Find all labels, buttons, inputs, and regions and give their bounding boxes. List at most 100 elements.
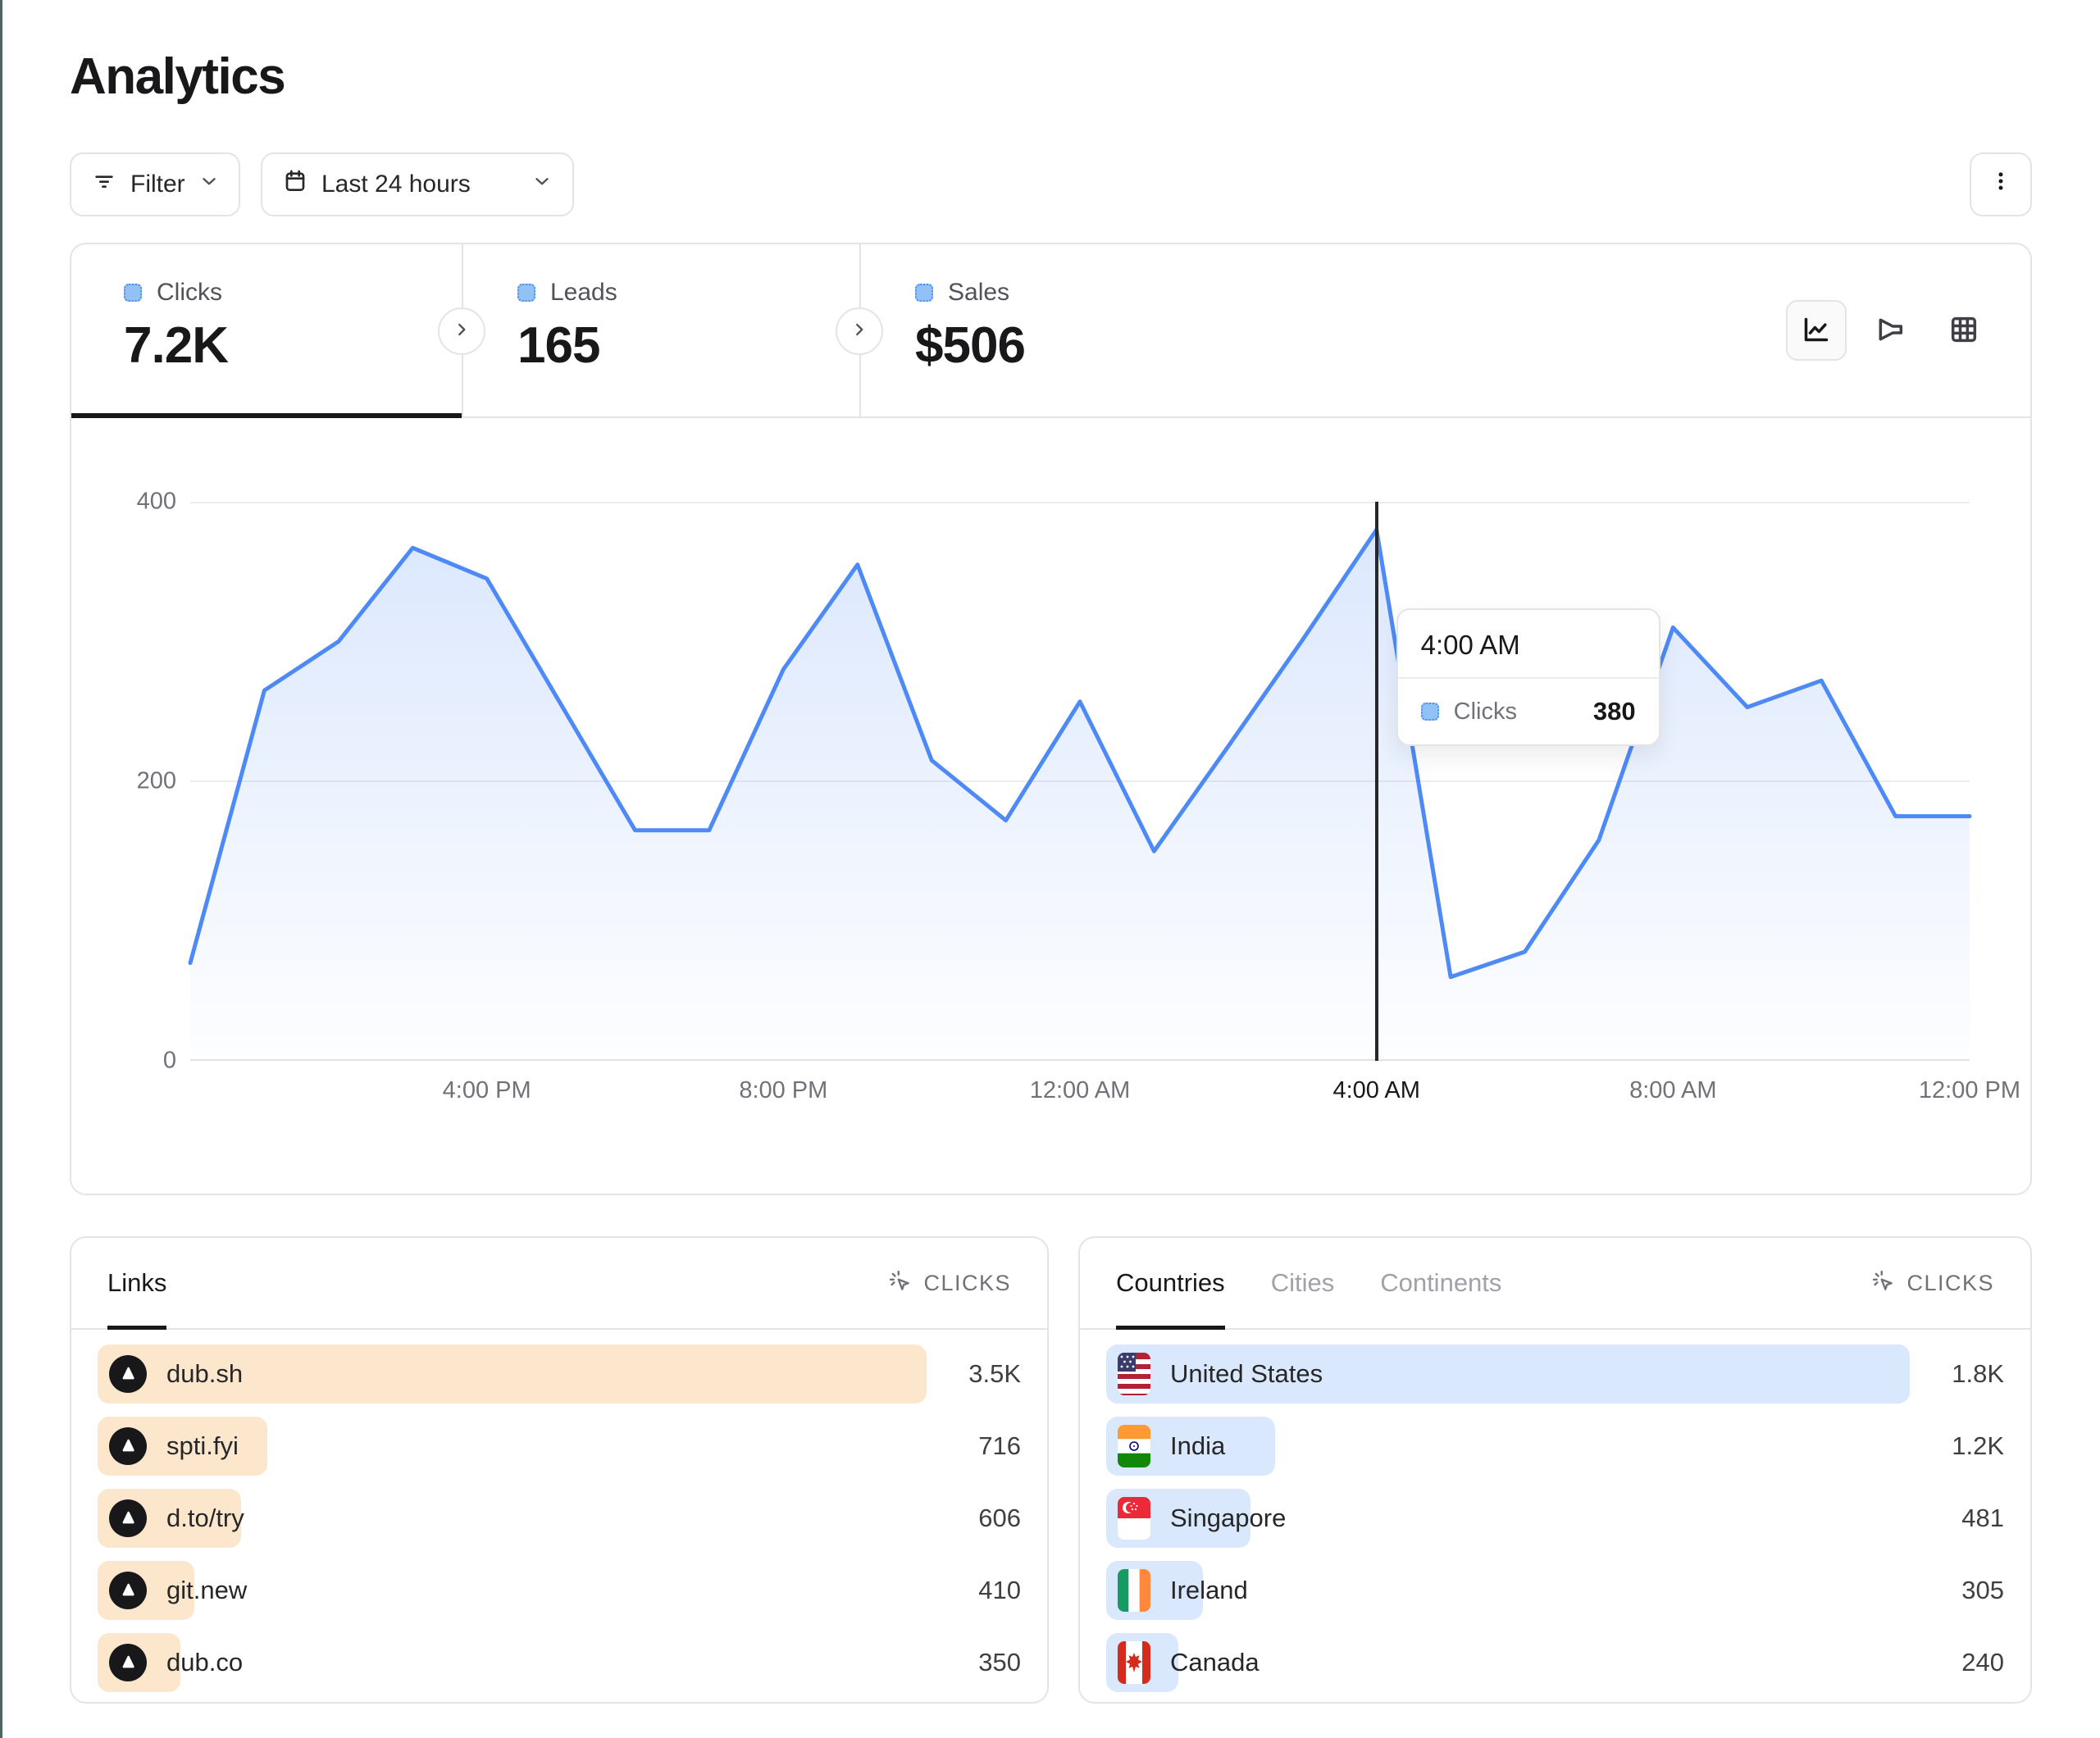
singapore-flag-icon — [1118, 1497, 1150, 1540]
countries-clicks-sort-button[interactable]: CLICKS — [1870, 1268, 1994, 1299]
expand-clicks-button[interactable] — [438, 307, 485, 355]
y-tick-400: 400 — [136, 488, 176, 515]
chevron-right-icon — [451, 319, 472, 344]
link-clicks-value: 350 — [978, 1648, 1021, 1677]
country-label: Singapore — [1170, 1504, 1287, 1532]
calendar-icon — [282, 168, 308, 201]
country-label: United States — [1170, 1359, 1323, 1388]
links-metric-header-label: CLICKS — [923, 1270, 1011, 1295]
link-clicks-value: 606 — [978, 1504, 1021, 1532]
clicks-chart[interactable]: 4:00 AM Clicks 380 — [188, 502, 1972, 1061]
tab-sales[interactable]: Sales $506 — [859, 244, 2030, 416]
tab-clicks[interactable]: Clicks 7.2K — [71, 244, 462, 418]
chevron-right-icon — [849, 319, 870, 344]
date-range-button[interactable]: Last 24 hours — [261, 152, 574, 216]
link-row-d-to-try[interactable]: d.to/try 606 — [98, 1489, 1021, 1548]
funnel-view-button[interactable] — [1860, 300, 1920, 361]
dub-logo-icon — [109, 1427, 147, 1465]
country-label: Canada — [1170, 1648, 1260, 1677]
ireland-flag-icon — [1118, 1569, 1150, 1612]
links-panel-header: Links CLICKS — [71, 1238, 1047, 1330]
leads-tab-value: 165 — [517, 317, 600, 374]
country-row-india[interactable]: India 1.2K — [1106, 1417, 2004, 1476]
dub-logo-icon — [109, 1644, 147, 1681]
sales-tab-value: $506 — [915, 317, 1026, 374]
chevron-down-icon — [198, 171, 220, 198]
links-clicks-sort-button[interactable]: CLICKS — [887, 1268, 1011, 1299]
link-row-dub-sh[interactable]: dub.sh 3.5K — [98, 1344, 1021, 1404]
leads-tab-label: Leads — [550, 279, 617, 306]
table-view-button[interactable] — [1934, 300, 1994, 361]
chart-view-switcher — [1786, 300, 1994, 361]
dub-logo-icon — [109, 1572, 147, 1609]
cursor-click-icon — [887, 1268, 912, 1299]
filter-button-label: Filter — [130, 171, 185, 198]
page-title: Analytics — [70, 48, 286, 105]
tab-countries[interactable]: Countries — [1116, 1238, 1225, 1330]
link-label: dub.co — [166, 1648, 244, 1677]
india-flag-icon — [1118, 1425, 1150, 1467]
dub-logo-icon — [109, 1355, 147, 1393]
grid-table-icon — [1947, 313, 1980, 348]
active-tab-underline — [71, 413, 462, 418]
tab-continents[interactable]: Continents — [1380, 1268, 1502, 1297]
country-row-united-states[interactable]: United States 1.8K — [1106, 1344, 2004, 1404]
tooltip-series-label: Clicks — [1453, 698, 1517, 725]
chevron-down-icon — [531, 171, 553, 198]
country-clicks-value: 481 — [1961, 1504, 2004, 1532]
link-label: dub.sh — [166, 1359, 244, 1388]
link-label: git.new — [166, 1576, 248, 1604]
expand-leads-button[interactable] — [836, 307, 883, 355]
metric-tab-strip: Clicks 7.2K Leads 165 Sales $506 — [71, 244, 2030, 418]
kebab-menu-icon — [1988, 169, 2013, 200]
country-row-singapore[interactable]: Singapore 481 — [1106, 1489, 2004, 1548]
funnel-chart-icon — [1874, 313, 1906, 348]
x-tick: 4:00 AM — [1332, 1077, 1420, 1103]
chart-area — [190, 530, 1970, 1061]
area-chart-view-button[interactable] — [1786, 300, 1847, 361]
x-tick: 8:00 PM — [739, 1077, 828, 1103]
filter-button[interactable]: Filter — [70, 152, 240, 216]
country-row-canada[interactable]: Canada 240 — [1106, 1633, 2004, 1692]
tooltip-value: 380 — [1592, 697, 1636, 726]
y-axis: 400 200 0 — [101, 489, 176, 1074]
chart-tooltip: 4:00 AM Clicks 380 — [1396, 608, 1660, 746]
countries-metric-header-label: CLICKS — [1906, 1270, 1994, 1295]
analytics-card: Clicks 7.2K Leads 165 Sales $506 — [70, 243, 2032, 1195]
line-chart-icon — [1800, 313, 1833, 348]
link-bar — [98, 1344, 927, 1404]
countries-list: United States 1.8K India 1.2K — [1106, 1344, 2004, 1692]
tab-cities[interactable]: Cities — [1270, 1268, 1335, 1297]
sales-tab-label: Sales — [948, 279, 1010, 306]
link-row-spti-fyi[interactable]: spti.fyi 716 — [98, 1417, 1021, 1476]
chart-crosshair — [1374, 502, 1378, 1061]
tab-links[interactable]: Links — [107, 1238, 167, 1330]
country-row-ireland[interactable]: Ireland 305 — [1106, 1561, 2004, 1620]
tooltip-time: 4:00 AM — [1397, 610, 1659, 679]
link-row-git-new[interactable]: git.new 410 — [98, 1561, 1021, 1620]
country-clicks-value: 1.8K — [1952, 1359, 2004, 1388]
dub-logo-icon — [109, 1499, 147, 1537]
date-range-label: Last 24 hours — [321, 171, 471, 198]
link-clicks-value: 716 — [978, 1431, 1021, 1460]
country-bar — [1106, 1344, 1910, 1404]
chart-line — [188, 527, 1972, 980]
countries-panel-header: Countries Cities Continents CLICKS — [1080, 1238, 2030, 1330]
link-clicks-value: 410 — [978, 1576, 1021, 1604]
link-clicks-value: 3.5K — [968, 1359, 1021, 1388]
countries-panel: Countries Cities Continents CLICKS Unite… — [1078, 1236, 2032, 1704]
tab-leads[interactable]: Leads 165 — [462, 244, 859, 416]
x-axis: 4:00 PM 8:00 PM 12:00 AM 4:00 AM 8:00 AM… — [190, 1077, 2020, 1110]
clicks-series-swatch — [124, 284, 142, 302]
y-tick-0: 0 — [162, 1047, 176, 1074]
link-row-dub-co[interactable]: dub.co 350 — [98, 1633, 1021, 1692]
link-label: spti.fyi — [166, 1431, 239, 1460]
tooltip-series-swatch — [1420, 703, 1439, 721]
sales-series-swatch — [915, 284, 933, 302]
left-edge-accent — [0, 0, 2, 1738]
x-tick: 12:00 PM — [1918, 1077, 2021, 1103]
x-tick: 12:00 AM — [1029, 1077, 1131, 1103]
leads-series-swatch — [517, 284, 535, 302]
more-menu-button[interactable] — [1970, 152, 2032, 216]
